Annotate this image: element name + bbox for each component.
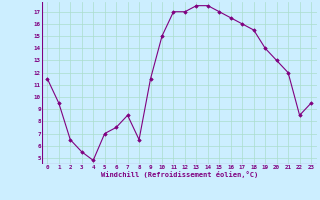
X-axis label: Windchill (Refroidissement éolien,°C): Windchill (Refroidissement éolien,°C) bbox=[100, 171, 258, 178]
